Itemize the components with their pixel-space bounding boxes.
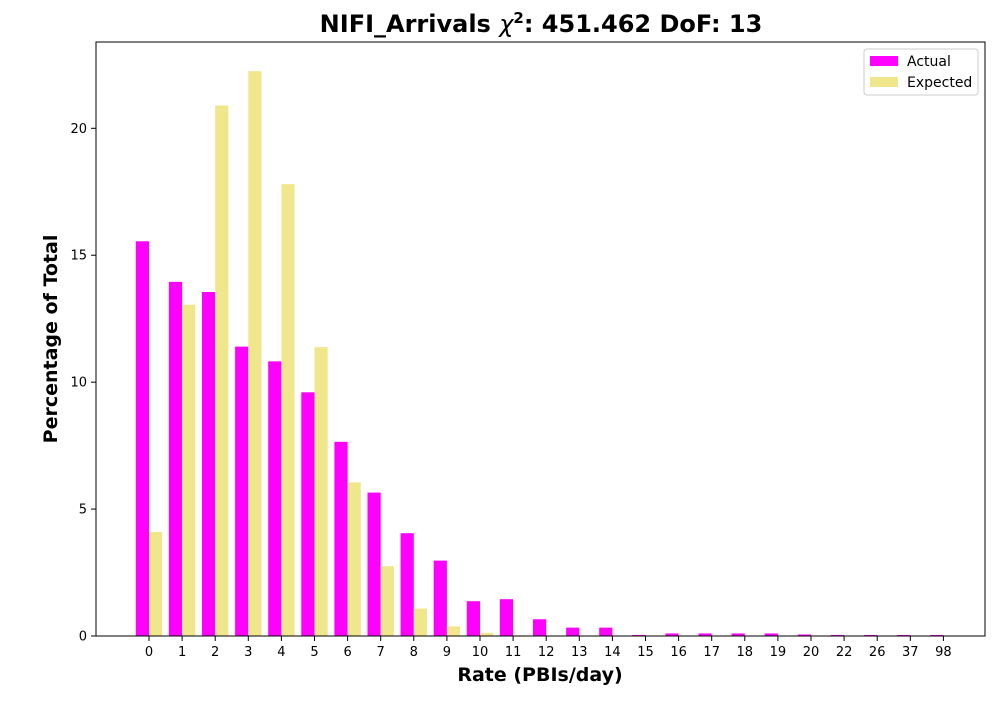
x-tick-label: 15 [637, 645, 654, 660]
bar-actual-7 [368, 493, 381, 636]
x-tick-label: 20 [803, 645, 820, 660]
bar-actual-0 [136, 241, 149, 636]
x-tick-label: 13 [571, 645, 588, 660]
x-tick-label: 12 [538, 645, 555, 660]
legend-label-expected: Expected [907, 75, 972, 91]
x-tick-label: 98 [935, 645, 952, 660]
x-tick-label: 22 [836, 645, 853, 660]
bar-expected-0 [149, 532, 162, 636]
y-tick-label: 5 [79, 503, 87, 518]
bar-actual-14 [599, 628, 612, 636]
x-tick-label: 18 [737, 645, 754, 660]
bar-expected-8 [414, 609, 427, 636]
x-tick-label: 26 [869, 645, 886, 660]
x-tick-label: 7 [377, 645, 385, 660]
bar-expected-2 [215, 105, 228, 636]
x-tick-label: 19 [770, 645, 787, 660]
chart-title-prefix: NIFI_Arrivals [320, 10, 500, 38]
y-tick-label: 10 [70, 376, 87, 391]
x-tick-label: 0 [145, 645, 153, 660]
legend-swatch-expected [870, 77, 898, 87]
bar-actual-5 [301, 392, 314, 636]
y-tick-label: 0 [79, 630, 87, 645]
x-tick-label: 2 [211, 645, 219, 660]
y-tick-label: 20 [70, 122, 87, 137]
legend-swatch-actual [870, 56, 898, 66]
x-tick-label: 6 [343, 645, 351, 660]
bar-expected-4 [281, 184, 294, 636]
x-axis-title: Rate (PBIs/day) [457, 664, 622, 686]
bar-actual-6 [334, 442, 347, 636]
x-tick-label: 10 [472, 645, 489, 660]
bar-actual-12 [533, 619, 546, 636]
bar-actual-1 [169, 282, 182, 636]
chart-title-suffix: : 451.462 DoF: 13 [524, 10, 762, 38]
y-axis-title: Percentage of Total [40, 235, 62, 444]
bar-actual-3 [235, 347, 248, 636]
x-tick-label: 1 [178, 645, 186, 660]
bar-expected-6 [348, 482, 361, 636]
x-tick-label: 8 [410, 645, 418, 660]
bars-group [136, 71, 944, 636]
chart-title-chi: χ [497, 10, 514, 38]
x-tick-label: 9 [443, 645, 451, 660]
bar-expected-9 [447, 626, 460, 636]
x-tick-label: 14 [604, 645, 621, 660]
plot-frame [96, 42, 985, 636]
x-tick-label: 3 [244, 645, 252, 660]
bar-actual-11 [500, 599, 513, 636]
bar-expected-7 [381, 566, 394, 636]
bar-expected-3 [248, 71, 261, 636]
legend: Actual Expected [864, 49, 978, 95]
x-tick-label: 17 [703, 645, 720, 660]
x-tick-label: 37 [902, 645, 919, 660]
bar-expected-1 [182, 305, 195, 636]
bar-actual-4 [268, 361, 281, 636]
x-tick-label: 5 [310, 645, 318, 660]
chart-title-exponent: 2 [513, 9, 523, 27]
x-tick-label: 11 [505, 645, 522, 660]
chart-title: NIFI_Arrivals χ2: 451.462 DoF: 13 [320, 9, 763, 38]
bar-actual-9 [434, 561, 447, 636]
y-ticks: 0 5 10 15 20 [70, 122, 96, 645]
bar-actual-10 [467, 601, 480, 636]
bar-actual-2 [202, 292, 215, 636]
x-tick-label: 4 [277, 645, 285, 660]
bar-actual-13 [566, 628, 579, 636]
bar-expected-5 [315, 347, 328, 636]
x-tick-label: 16 [670, 645, 687, 660]
legend-label-actual: Actual [907, 54, 951, 70]
y-tick-label: 15 [70, 249, 87, 264]
bar-actual-8 [401, 533, 414, 636]
